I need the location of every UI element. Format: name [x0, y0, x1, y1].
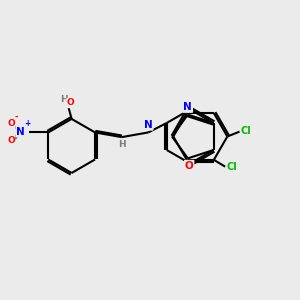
- Text: N: N: [16, 127, 25, 137]
- Text: O: O: [7, 136, 15, 145]
- Text: -: -: [14, 113, 18, 122]
- Text: O: O: [7, 119, 15, 128]
- Text: O: O: [67, 98, 75, 107]
- Text: H: H: [118, 140, 125, 149]
- Text: Cl: Cl: [241, 126, 252, 136]
- Text: O: O: [185, 160, 194, 171]
- Text: +: +: [24, 119, 30, 128]
- Text: H: H: [60, 95, 67, 104]
- Text: Cl: Cl: [226, 162, 237, 172]
- Text: N: N: [184, 102, 192, 112]
- Text: N: N: [144, 120, 153, 130]
